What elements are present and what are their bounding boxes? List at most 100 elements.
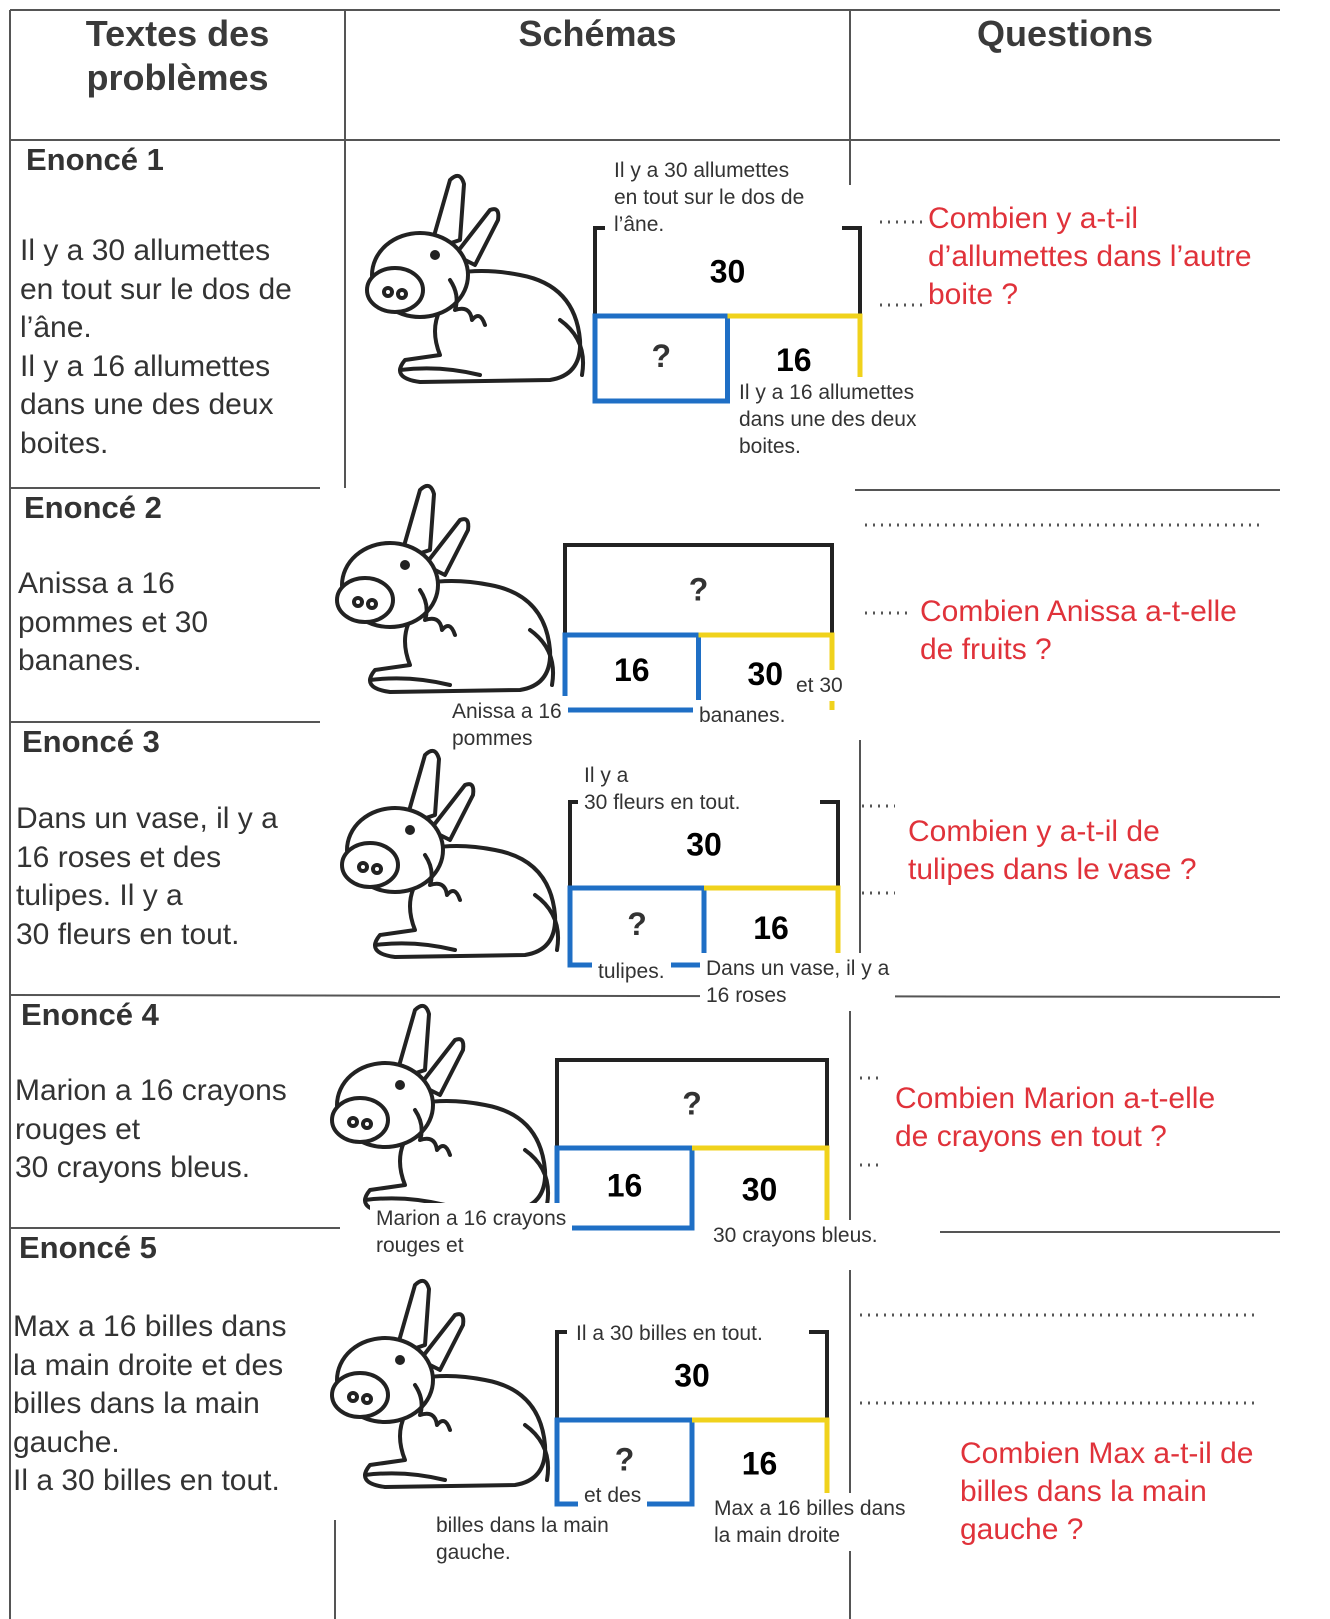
- text-line: Marion a 16 crayons: [376, 1207, 567, 1230]
- part-value: ?: [627, 906, 647, 942]
- pasted-note: billes dans la main gauche.: [430, 1510, 615, 1568]
- table-grid: [9, 9, 1281, 1619]
- text-line: 30 fleurs en tout.: [584, 791, 741, 814]
- text-line: la main droite et des: [13, 1348, 284, 1382]
- pasted-note: Il y a 16 allumettes dans une des deux boi…: [733, 377, 923, 462]
- text-line: gauche ?: [960, 1513, 1084, 1546]
- part-box-right: [704, 885, 841, 965]
- part-value: 30: [742, 1171, 778, 1207]
- donkey: [330, 1003, 551, 1214]
- text-line: 30 fleurs en tout.: [16, 917, 240, 951]
- text-line: rouges et: [376, 1234, 464, 1257]
- question: Combien Marion a-t-elle de crayons en tou…: [895, 1080, 1215, 1156]
- question: Combien Max a-t-il de billes dans la main…: [960, 1435, 1253, 1549]
- text-line: d’allumettes dans l’autre: [928, 240, 1252, 273]
- column-header: Schémas: [518, 13, 677, 54]
- text-line: Il y a 30 allumettes: [614, 159, 790, 182]
- text-line: Max a 16 billes dans: [714, 1497, 906, 1520]
- part-box-left: [554, 1417, 695, 1507]
- column-header: Questions: [976, 13, 1154, 54]
- part-value: 16: [776, 342, 812, 378]
- text-line: l’âne.: [614, 213, 665, 236]
- text-line: tulipes. Il y a: [16, 879, 183, 912]
- text-line: bananes.: [18, 644, 142, 677]
- pasted-note: et des: [578, 1480, 648, 1511]
- text-line: bananes.: [699, 704, 786, 727]
- donkey: [365, 173, 586, 384]
- text-line: Dans un vase, il y a: [706, 957, 890, 980]
- pasted-note: tulipes.: [592, 956, 671, 987]
- total-value: ?: [682, 1085, 702, 1121]
- text-line: de fruits ?: [920, 633, 1052, 666]
- pasted-note: bananes.: [693, 700, 792, 731]
- pasted-note: Marion a 16 crayons rouges et: [370, 1203, 573, 1261]
- text-line: Il y a: [584, 764, 629, 787]
- text-line: boites.: [20, 426, 109, 460]
- part-value: 30: [747, 656, 783, 692]
- text-line: billes dans la main: [436, 1514, 609, 1537]
- column-header: Textes des problèmes: [85, 13, 270, 98]
- total-box: [555, 1058, 829, 1150]
- pasted-note: Il y a 30 fleurs en tout.: [578, 760, 747, 818]
- total-value: ?: [689, 571, 709, 607]
- text-line: Il y a 30 allumettes: [20, 234, 271, 267]
- text-line: de crayons en tout ?: [895, 1120, 1167, 1153]
- text-line: et 30: [796, 674, 843, 697]
- pasted-note: Il a 30 billes en tout.: [570, 1318, 769, 1349]
- part-box-right: [692, 1417, 830, 1504]
- pasted-note: et 30: [790, 670, 849, 701]
- total-value: 30: [710, 253, 746, 289]
- text-line: Il y a 16 allumettes: [20, 349, 271, 383]
- text-line: la main droite: [714, 1524, 841, 1547]
- problem-label: Enoncé 5: [19, 1230, 157, 1265]
- text-line: Combien y a-t-il de: [908, 815, 1160, 848]
- part-value: 16: [614, 652, 650, 688]
- text-line: Anissa a 16: [452, 700, 562, 723]
- problem-text: Marion a 16 crayons rouges et 30 crayons b…: [15, 1072, 287, 1188]
- question: Combien y a-t-il d’allumettes dans l’autr…: [928, 200, 1252, 314]
- donkey: [335, 483, 556, 694]
- question: Combien Anissa a-t-elle de fruits ?: [920, 593, 1237, 669]
- text-line: Combien y a-t-il: [928, 202, 1139, 235]
- text-line: billes dans la main: [13, 1387, 260, 1420]
- text-line: 30 crayons bleus.: [15, 1151, 251, 1184]
- pasted-note: Anissa a 16 pommes: [446, 696, 568, 754]
- problem-label: Enoncé 2: [24, 490, 162, 525]
- total-value: 30: [686, 826, 722, 862]
- problem-text: Dans un vase, il y a 16 roses et des tulip…: [16, 800, 278, 954]
- part-value: ?: [651, 338, 671, 374]
- text-line: tulipes.: [598, 960, 665, 983]
- text-line: l’âne.: [20, 311, 92, 344]
- donkey: [330, 1278, 551, 1489]
- text-line: tulipes dans le vase ?: [908, 853, 1197, 886]
- part-value: 16: [753, 910, 789, 946]
- text-line: Combien Anissa a-t-elle: [920, 595, 1237, 628]
- text-line: 16 roses et des: [16, 840, 222, 874]
- text-line: boites.: [739, 435, 801, 458]
- text-line: dans une des deux: [739, 408, 917, 431]
- question: Combien y a-t-il de tulipes dans le vase …: [908, 813, 1197, 889]
- problem-text: Il y a 30 allumettes en tout sur le dos d…: [20, 232, 292, 463]
- pasted-note: Dans un vase, il y a 16 roses: [700, 953, 896, 1011]
- pasted-note: Max a 16 billes dans la main droite: [708, 1493, 912, 1551]
- pasted-note: Il y a 30 allumettes en tout sur le dos d…: [608, 155, 811, 240]
- part-value: ?: [615, 1441, 635, 1477]
- text-line: et des: [584, 1484, 642, 1507]
- text-line: rouges et: [15, 1112, 141, 1146]
- part-box-right: [692, 1145, 830, 1228]
- text-line: gauche.: [13, 1425, 120, 1459]
- text-line: dans une des deux: [20, 388, 274, 421]
- text-line: boite ?: [928, 278, 1019, 311]
- text-line: Combien Marion a-t-elle: [895, 1082, 1216, 1115]
- text-line: Marion a 16 crayons: [15, 1074, 287, 1107]
- text-line: Combien Max a-t-il de: [960, 1437, 1254, 1470]
- text-line: Il y a 16 allumettes: [739, 381, 915, 404]
- donkey: [340, 748, 561, 959]
- pasted-note: 30 crayons bleus.: [707, 1220, 884, 1251]
- text-line: 30 crayons bleus.: [713, 1224, 878, 1247]
- text-line: en tout sur le dos de: [614, 186, 805, 209]
- text-line: Il a 30 billes en tout.: [576, 1322, 763, 1345]
- total-box: [563, 543, 834, 637]
